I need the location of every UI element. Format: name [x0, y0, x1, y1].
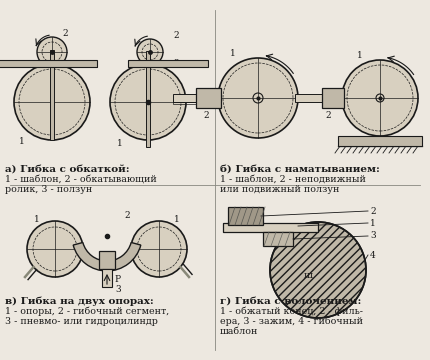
Text: 1: 1 [357, 50, 363, 59]
Circle shape [218, 58, 298, 138]
Circle shape [131, 221, 187, 277]
Bar [338, 136, 422, 146]
Circle shape [37, 37, 67, 67]
Text: 3 - пневмо- или гидроцилиндр: 3 - пневмо- или гидроцилиндр [5, 317, 158, 326]
Text: 3: 3 [115, 284, 121, 293]
Bar [228, 207, 263, 225]
Text: ролик, 3 - ползун: ролик, 3 - ползун [5, 185, 92, 194]
Text: г) Гибка с волочением:: г) Гибка с волочением: [220, 297, 361, 306]
Bar [128, 60, 208, 67]
Bar [173, 102, 196, 104]
Text: 4: 4 [370, 251, 376, 260]
Text: 1: 1 [34, 215, 40, 224]
Wedge shape [73, 243, 141, 271]
Text: 1: 1 [230, 49, 236, 58]
Text: 1: 1 [19, 138, 25, 147]
Bar [263, 232, 293, 246]
Text: или подвижный ползун: или подвижный ползун [220, 185, 339, 194]
Circle shape [14, 64, 90, 140]
Text: 2: 2 [62, 30, 68, 39]
Text: 2: 2 [173, 31, 179, 40]
Text: 1: 1 [370, 219, 376, 228]
Bar [196, 88, 221, 108]
Circle shape [270, 222, 366, 318]
Bar [173, 94, 196, 102]
Bar [146, 51, 150, 147]
Text: 3: 3 [370, 231, 376, 240]
Bar [99, 251, 115, 269]
Text: ш: ш [304, 270, 313, 279]
Text: а) Гибка с обкаткой:: а) Гибка с обкаткой: [5, 165, 129, 174]
Bar [102, 269, 112, 287]
Bar [322, 88, 344, 108]
Bar [223, 223, 318, 232]
Text: 2: 2 [203, 111, 209, 120]
Text: 2: 2 [370, 207, 376, 216]
Text: 1 - опоры, 2 - гибочный сегмент,: 1 - опоры, 2 - гибочный сегмент, [5, 307, 169, 316]
Text: б) Гибка с наматыванием:: б) Гибка с наматыванием: [220, 165, 380, 174]
Text: 1: 1 [174, 215, 180, 224]
Text: ера, 3 - зажим, 4 - гибочный: ера, 3 - зажим, 4 - гибочный [220, 317, 363, 327]
Circle shape [27, 221, 83, 277]
Text: 2: 2 [124, 211, 130, 220]
Circle shape [342, 60, 418, 136]
Text: шаблон: шаблон [220, 327, 258, 336]
Circle shape [137, 39, 163, 65]
Bar [50, 50, 54, 140]
Text: 1: 1 [117, 139, 123, 148]
Circle shape [110, 64, 186, 140]
Text: 1 - обжатый конец, 2 - филь-: 1 - обжатый конец, 2 - филь- [220, 307, 363, 316]
Text: 1 - шаблон, 2 - обкатывающий: 1 - шаблон, 2 - обкатывающий [5, 175, 157, 184]
Text: 2: 2 [325, 111, 331, 120]
Bar [295, 94, 322, 102]
Text: P: P [114, 274, 120, 284]
Text: в) Гибка на двух опорах:: в) Гибка на двух опорах: [5, 297, 154, 306]
Bar [0, 60, 97, 67]
Text: 1 - шаблон, 2 - неподвижный: 1 - шаблон, 2 - неподвижный [220, 175, 366, 184]
Text: 3: 3 [173, 59, 179, 68]
